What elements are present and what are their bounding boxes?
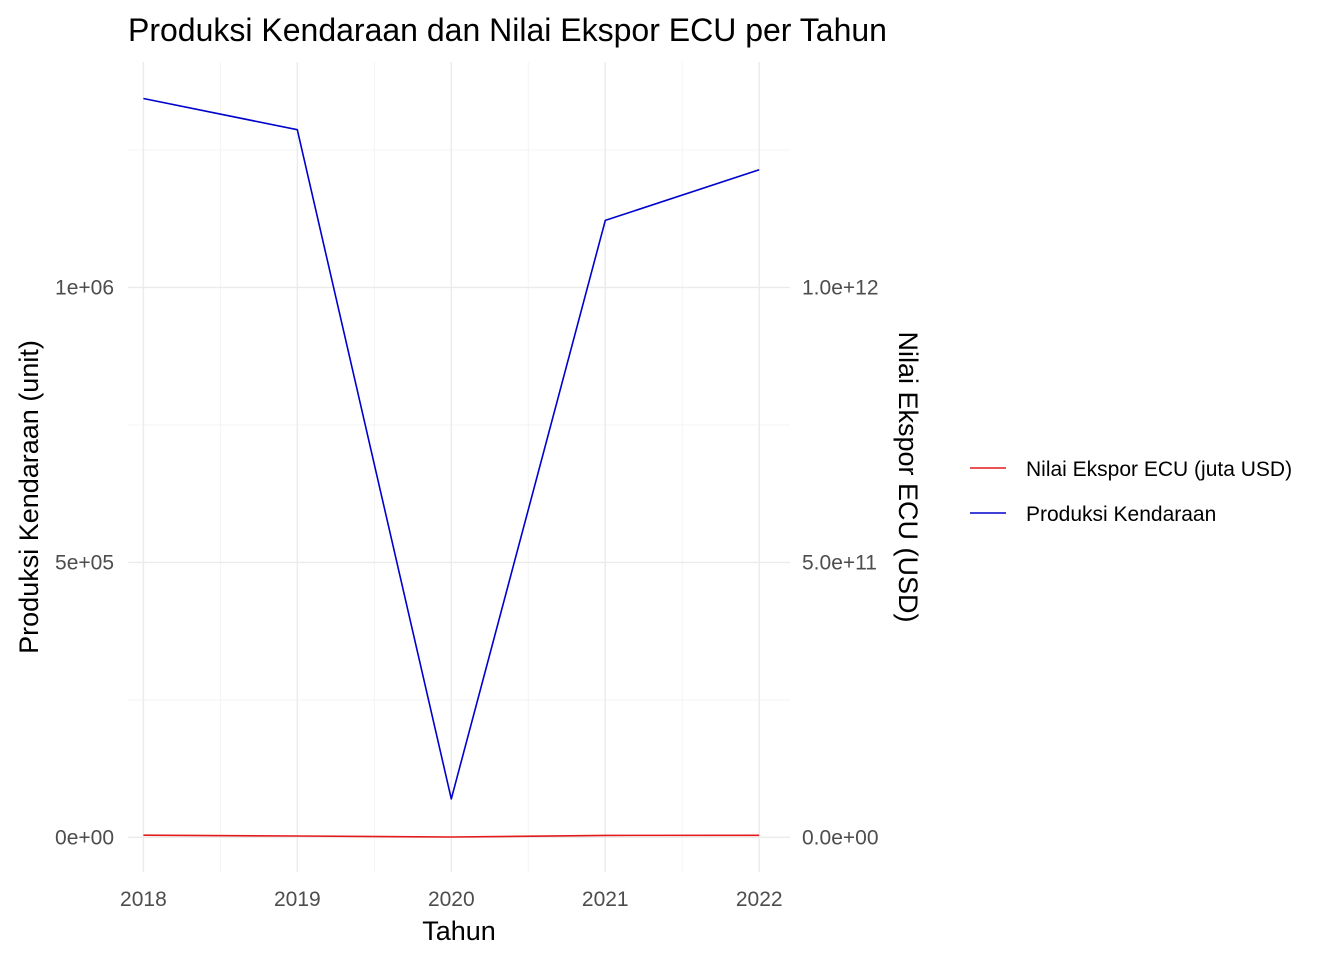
x-axis-title: Tahun bbox=[422, 916, 496, 946]
series-lines bbox=[143, 97, 760, 838]
x-tick-label: 2018 bbox=[120, 888, 167, 911]
y2-axis-ticks: 0.0e+00 5.0e+11 1.0e+12 bbox=[802, 276, 879, 849]
y-tick-label: 0e+00 bbox=[55, 826, 114, 849]
x-axis-ticks: 2018 2019 2020 2021 2022 bbox=[120, 888, 783, 911]
y2-tick-label: 0.0e+00 bbox=[802, 826, 879, 849]
x-tick-label: 2019 bbox=[274, 888, 321, 911]
series-line-0 bbox=[143, 834, 760, 838]
legend-label-1: Produksi Kendaraan bbox=[1026, 503, 1216, 526]
x-tick-label: 2021 bbox=[582, 888, 629, 911]
y2-tick-label: 1.0e+12 bbox=[802, 276, 879, 299]
y-axis-ticks: 0e+00 5e+05 1e+06 bbox=[55, 276, 114, 849]
x-tick-label: 2020 bbox=[428, 888, 475, 911]
x-tick-label: 2022 bbox=[736, 888, 783, 911]
legend-label-0: Nilai Ekspor ECU (juta USD) bbox=[1026, 458, 1292, 481]
y-axis-title: Produksi Kendaraan (unit) bbox=[14, 340, 44, 654]
grid bbox=[128, 62, 790, 872]
y2-tick-label: 5.0e+11 bbox=[802, 551, 877, 574]
legend: Nilai Ekspor ECU (juta USD) Produksi Kend… bbox=[970, 458, 1292, 526]
y-tick-label: 5e+05 bbox=[55, 551, 114, 574]
y-tick-label: 1e+06 bbox=[55, 276, 114, 299]
y2-axis-title: Nilai Ekspor ECU (USD) bbox=[893, 331, 923, 622]
chart-title: Produksi Kendaraan dan Nilai Ekspor ECU … bbox=[128, 12, 887, 48]
series-line-1 bbox=[143, 97, 760, 800]
